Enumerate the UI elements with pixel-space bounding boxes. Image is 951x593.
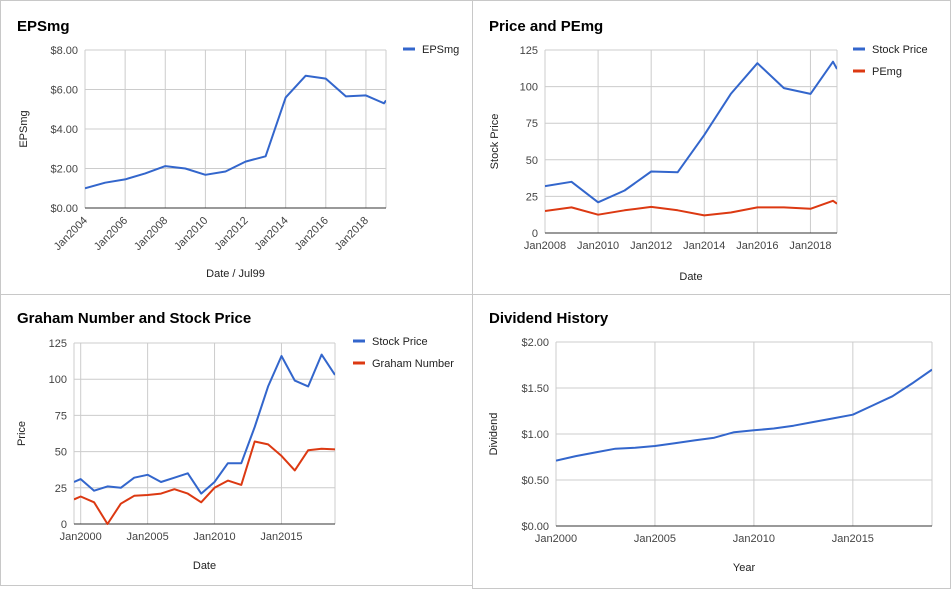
x-tick-label: Jan2010 — [172, 215, 210, 253]
chart-title: EPSmg — [17, 18, 70, 35]
chart-title: Price and PEmg — [489, 18, 603, 35]
legend-label: Graham Number — [372, 358, 454, 370]
x-tick-label: Jan2012 — [212, 215, 250, 253]
y-axis-title: Price — [16, 421, 28, 446]
x-tick-label: Jan2000 — [60, 531, 102, 543]
x-tick-label: Jan2008 — [132, 215, 170, 253]
y-tick-label: $0.00 — [521, 521, 549, 533]
x-tick-label: Jan2014 — [683, 240, 725, 252]
series-line-stock-price — [74, 353, 335, 495]
y-tick-label: 25 — [526, 191, 538, 203]
y-axis-title: Stock Price — [489, 114, 501, 170]
y-tick-label: 0 — [61, 519, 67, 531]
chart-title: Graham Number and Stock Price — [17, 310, 251, 327]
x-axis-title: Year — [733, 562, 756, 574]
y-tick-label: $4.00 — [50, 124, 78, 136]
series-line-epsmg — [85, 74, 386, 190]
x-tick-label: Jan2016 — [736, 240, 778, 252]
y-tick-label: 50 — [55, 447, 67, 459]
y-tick-label: 50 — [526, 155, 538, 167]
x-tick-label: Jan2005 — [127, 531, 169, 543]
x-axis-title: Date — [193, 560, 216, 572]
series-line-stock-price — [545, 60, 837, 204]
y-tick-label: $8.00 — [50, 45, 78, 57]
x-tick-label: Jan2015 — [832, 533, 874, 545]
x-tick-label: Jan2000 — [535, 533, 577, 545]
y-tick-label: 0 — [532, 228, 538, 240]
x-axis-title: Date — [679, 271, 702, 283]
x-tick-label: Jan2015 — [260, 531, 302, 543]
chart-panel-price-pemg: Price and PEmg 0 25 50 75 100 125 Jan2008 Jan201… — [472, 0, 951, 295]
y-tick-label: 100 — [520, 82, 538, 94]
y-tick-label: $6.00 — [50, 85, 78, 97]
chart-panel-graham-number: Graham Number and Stock Price 0 25 50 75 100 1… — [0, 294, 473, 586]
x-tick-label: Jan2010 — [577, 240, 619, 252]
x-tick-label: Jan2018 — [333, 215, 371, 253]
chart-svg: Price and PEmg 0 25 50 75 100 125 Jan2008 Jan201… — [489, 18, 928, 283]
series-line-pemg — [545, 199, 837, 217]
y-tick-label: 75 — [526, 118, 538, 130]
chart-panel-epsmg: EPSmg $0.00 $2.00 $4.00 $6.00 $8.00 Jan2004 Jan… — [0, 0, 473, 295]
x-axis-title: Date / Jul99 — [206, 268, 265, 280]
y-tick-label: $2.00 — [521, 337, 549, 349]
legend-label: PEmg — [872, 66, 902, 78]
legend-label: Stock Price — [872, 44, 928, 56]
x-tick-label: Jan2016 — [293, 215, 331, 253]
x-tick-label: Jan2014 — [252, 215, 290, 253]
chart-panel-dividend-history: Dividend History $0.00 $0.50 $1.00 $1.50 $2.0… — [472, 294, 951, 589]
y-tick-label: 25 — [55, 483, 67, 495]
y-tick-label: 125 — [520, 45, 538, 57]
y-tick-label: $2.00 — [50, 164, 78, 176]
x-tick-label: Jan2005 — [634, 533, 676, 545]
y-axis-title: EPSmg — [18, 110, 30, 147]
x-tick-label: Jan2010 — [733, 533, 775, 545]
legend-label: Stock Price — [372, 336, 428, 348]
y-tick-label: $1.50 — [521, 383, 549, 395]
y-tick-label: 125 — [49, 338, 67, 350]
chart-svg: Graham Number and Stock Price 0 25 50 75 100 1… — [16, 310, 454, 572]
legend-label: EPSmg — [422, 44, 459, 56]
series-line-dividend — [556, 368, 932, 462]
chart-title: Dividend History — [489, 310, 609, 327]
x-tick-label: Jan2012 — [630, 240, 672, 252]
y-tick-label: $1.00 — [521, 429, 549, 441]
y-axis-title: Dividend — [488, 413, 500, 456]
x-tick-label: Jan2018 — [789, 240, 831, 252]
y-tick-label: $0.00 — [50, 203, 78, 215]
x-tick-label: Jan2008 — [524, 240, 566, 252]
series-line-graham-number — [74, 440, 335, 525]
x-tick-label: Jan2006 — [92, 215, 130, 253]
x-tick-label: Jan2004 — [52, 215, 90, 253]
y-tick-label: $0.50 — [521, 475, 549, 487]
x-tick-label: Jan2010 — [193, 531, 235, 543]
chart-svg: Dividend History $0.00 $0.50 $1.00 $1.50 $2.0… — [488, 310, 933, 574]
y-tick-label: 75 — [55, 410, 67, 422]
y-tick-label: 100 — [49, 374, 67, 386]
